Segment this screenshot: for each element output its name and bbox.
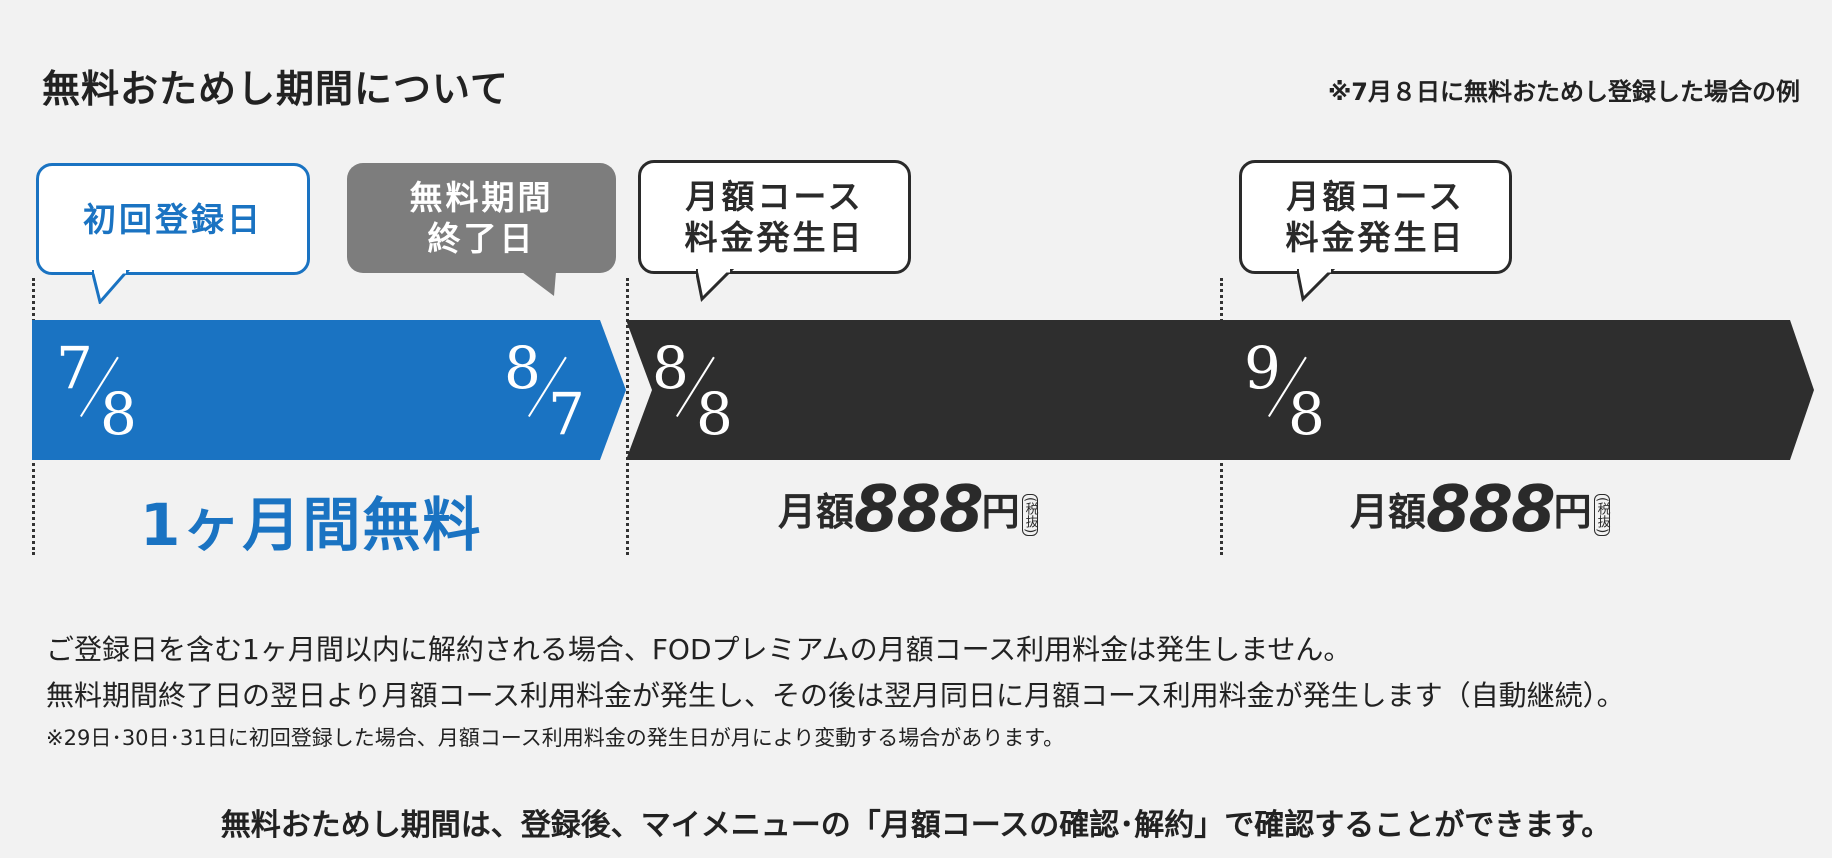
bubble-tail (696, 269, 735, 303)
price-amount: 888 (854, 473, 984, 547)
marker-line-trial-end (626, 278, 629, 555)
monthly-price-1: 月額 888 円 (税抜) (778, 478, 1038, 542)
price-currency: 円 (1553, 489, 1592, 534)
bubble-first-registration: 初回登録日 (36, 163, 310, 275)
bubble-billing-2: 月額コース 料金発生日 (1239, 160, 1512, 274)
bubble-tail (92, 270, 130, 304)
bottom-note: 無料おためし期間は、登録後、マイメニューの「月額コースの確認･解約」で確認するこ… (220, 808, 1612, 843)
date-month: 7 (56, 334, 93, 402)
bubble-label-line: 料金発生日 (684, 218, 865, 257)
bubble-trial-end: 無料期間 終了日 (347, 163, 616, 273)
monthly-price-2: 月額 888 円 (税抜) (1350, 478, 1610, 542)
tax-badge: (税抜) (1021, 493, 1038, 536)
example-note: ※7月８日に無料おためし登録した場合の例 (1327, 78, 1800, 106)
page-title: 無料おためし期間について (42, 67, 509, 111)
date-billing-2: 9 8 (1238, 330, 1348, 448)
trial-period-segment (32, 320, 626, 460)
bubble-billing-1: 月額コース 料金発生日 (638, 160, 911, 274)
date-day: 7 (548, 380, 585, 448)
date-day: 8 (696, 380, 733, 448)
bubble-label-line: 月額コース (1286, 177, 1465, 216)
date-trial-end: 8 7 (498, 330, 608, 448)
bubble-label-line: 初回登録日 (83, 199, 263, 239)
bubble-tail (522, 272, 556, 296)
date-day: 8 (1288, 380, 1325, 448)
bubble-label-line: 無料期間 (409, 178, 554, 217)
price-currency: 円 (981, 489, 1020, 534)
date-start: 7 8 (50, 330, 160, 448)
bubble-label-line: 月額コース (685, 177, 864, 216)
paid-period-segment (626, 320, 1814, 460)
date-billing-1: 8 8 (646, 330, 756, 448)
date-month: 8 (504, 334, 541, 402)
price-prefix: 月額 (778, 489, 855, 534)
price-prefix: 月額 (1350, 489, 1427, 534)
description-note: ※29日･30日･31日に初回登録した場合、月額コース利用料金の発生日が月により… (46, 726, 1065, 750)
description-line-2: 無料期間終了日の翌日より月額コース利用料金が発生し、その後は翌月同日に月額コース… (46, 679, 1625, 712)
price-amount: 888 (1426, 473, 1556, 547)
description-line-1: ご登録日を含む1ヶ月間以内に解約される場合、FODプレミアムの月額コース利用料金… (46, 633, 1352, 666)
bubble-label-line: 終了日 (427, 219, 536, 258)
bubble-tail (1297, 269, 1336, 303)
bubble-label-line: 料金発生日 (1285, 218, 1466, 257)
date-month: 8 (652, 334, 689, 402)
free-period-label: 1ヶ月間無料 (140, 491, 483, 559)
date-month: 9 (1244, 334, 1281, 402)
tax-badge: (税抜) (1593, 493, 1610, 536)
date-day: 8 (100, 380, 137, 448)
timeline-bar (32, 320, 1814, 460)
